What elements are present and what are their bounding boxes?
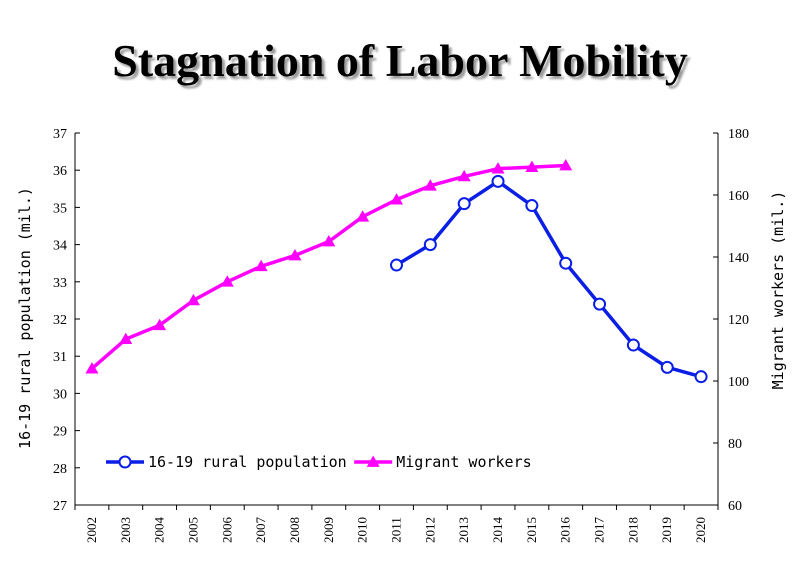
y-tick-label: 35 [53,201,67,216]
legend-label-16-19-rural-population: 16-19 rural population [148,453,347,471]
x-tick-label: 2020 [693,517,708,543]
x-tick-label: 2013 [456,517,471,543]
y2-tick-label: 180 [728,127,749,142]
y-tick-label: 29 [53,425,67,440]
data-point-migrant-workers [153,318,167,331]
x-tick-label: 2017 [592,517,607,544]
series-layer [85,159,708,384]
y-tick-label: 30 [53,387,67,402]
data-point-migrant-workers [457,169,471,182]
series-line-16-19-rural-population [395,179,702,379]
data-point-16-19-rural-population [390,258,403,272]
y-tick-label: 32 [53,313,67,328]
data-point-migrant-workers [356,210,370,222]
legend-label-migrant-workers: Migrant workers [396,453,531,471]
legend-marker-migrant-workers [366,455,380,467]
x-tick-label: 2015 [524,517,539,543]
data-point-migrant-workers [322,235,336,247]
x-tick-label: 2006 [219,517,234,544]
x-tick-label: 2011 [389,517,404,543]
y-tick-label: 33 [53,276,67,291]
data-point-16-19-rural-population [593,297,607,311]
y2-tick-label: 80 [728,437,742,452]
data-point-migrant-workers [254,259,268,272]
x-tick-label: 2018 [625,517,640,543]
y2-tick-label: 140 [728,251,749,266]
y2-tick-label: 100 [728,375,749,390]
chart-title: Stagnation of Labor Mobility [112,35,688,86]
x-tick-label: 2014 [490,517,505,544]
data-point-16-19-rural-population [660,360,674,374]
y2-tick-label: 160 [728,189,749,204]
data-point-16-19-rural-population [559,256,573,270]
data-point-16-19-rural-population [423,238,437,252]
data-point-migrant-workers [85,362,99,374]
data-point-migrant-workers [423,179,437,191]
y-tick-label: 31 [53,350,67,365]
y-tick-label: 34 [53,239,67,254]
y-tick-label: 36 [53,164,67,179]
data-point-migrant-workers [220,275,234,287]
y-tick-label: 27 [53,499,67,514]
x-tick-label: 2019 [659,517,674,543]
x-tick-label: 2002 [84,517,99,543]
axes: 27 28 29 30 31 32 33 34 35 36 37 60 80 100 120 140 160 18… [53,127,749,543]
data-point-16-19-rural-population [491,174,505,188]
data-point-migrant-workers [186,293,200,306]
y-tick-label: 37 [53,127,67,142]
data-point-migrant-workers [491,162,505,174]
data-point-migrant-workers [525,160,539,172]
legend-marker-16-19-rural-population [118,455,132,469]
x-tick-label: 2007 [253,517,268,544]
data-point-16-19-rural-population [694,370,708,384]
data-point-16-19-rural-population [457,197,471,211]
x-tick-label: 2009 [321,517,336,543]
data-point-migrant-workers [559,159,573,171]
series-line-migrant-workers [90,163,566,370]
y-tick-label: 28 [53,462,67,477]
legend: 16-19 rural population Migrant workers [106,453,532,471]
y2-axis-label: Migrant workers (mil.) [769,191,787,390]
y2-tick-label: 120 [728,313,749,328]
x-tick-label: 2003 [118,517,133,543]
data-point-migrant-workers [288,248,302,261]
data-point-migrant-workers [390,193,403,205]
data-point-16-19-rural-population [525,199,539,213]
x-tick-label: 2012 [422,517,437,543]
x-tick-label: 2004 [152,517,167,544]
y2-tick-label: 60 [728,499,742,514]
x-tick-label: 2005 [185,517,200,543]
y-axis-label: 16-19 rural population (mil.) [16,187,34,449]
data-point-16-19-rural-population [626,338,640,352]
x-tick-label: 2016 [558,517,573,544]
x-tick-label: 2008 [287,517,302,543]
data-point-migrant-workers [119,332,133,345]
x-tick-label: 2010 [355,517,370,543]
